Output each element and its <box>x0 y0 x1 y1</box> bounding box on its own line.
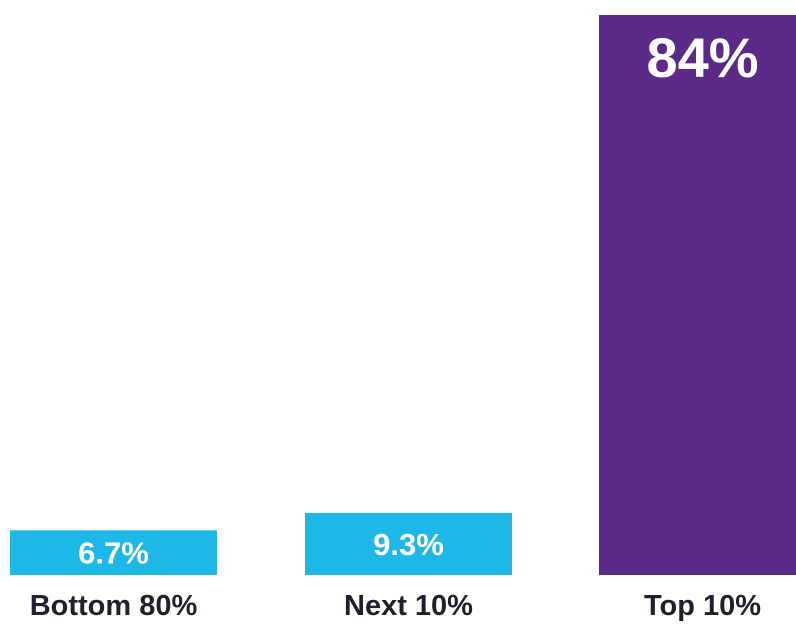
bar-value-label-2: 9.3% <box>373 527 444 562</box>
bar-value-label-1: 6.7% <box>78 536 149 571</box>
bar-2 <box>305 513 512 575</box>
category-label-3: Top 10% <box>644 590 761 622</box>
bar-3 <box>599 15 796 575</box>
category-label-2: Next 10% <box>344 590 473 622</box>
category-label-1: Bottom 80% <box>30 590 198 622</box>
bar-1 <box>10 530 217 575</box>
bar-value-label-3: 84% <box>646 26 758 89</box>
